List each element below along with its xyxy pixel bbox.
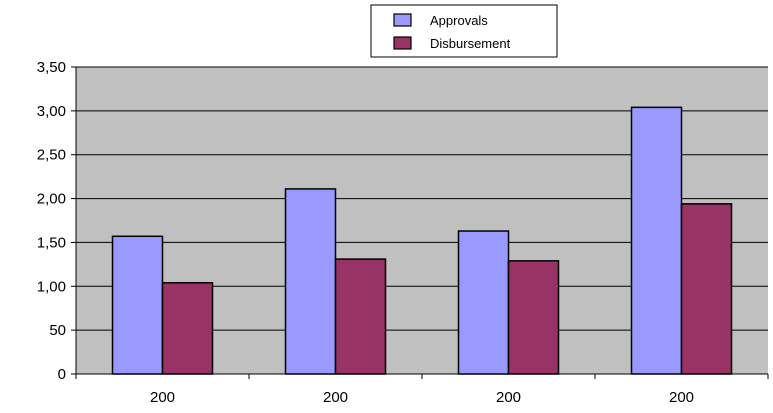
- x-axis-ticks: 200 200 200 200: [75, 374, 769, 406]
- x-tick-label: 200: [150, 389, 175, 406]
- bar-approvals: [457, 230, 510, 375]
- bar-disbursement: [161, 282, 214, 375]
- legend-label-approvals: Approvals: [430, 13, 488, 28]
- bar-approvals: [111, 235, 164, 375]
- y-tick-label: 0: [58, 366, 66, 383]
- legend-swatch-disbursement: [393, 36, 412, 50]
- legend-swatch-approvals: [393, 13, 412, 27]
- bar-disbursement: [680, 203, 733, 375]
- y-tick-label: 50: [49, 322, 66, 339]
- y-tick-label: 3,00: [37, 103, 66, 120]
- bar-approvals: [284, 188, 337, 375]
- y-tick-label: 2,00: [37, 191, 66, 208]
- y-tick-label: 2,50: [37, 147, 66, 164]
- y-tick-label: 1,00: [37, 278, 66, 295]
- bar-disbursement: [507, 260, 560, 375]
- y-axis-ticks: 0 50 1,00 1,50 2,00 2,50 3,00 3,50: [37, 59, 76, 383]
- x-tick-label: 200: [669, 389, 694, 406]
- y-tick-label: 1,50: [37, 234, 66, 251]
- x-tick-label: 200: [323, 389, 348, 406]
- legend-label-disbursement: Disbursement: [430, 36, 511, 51]
- legend: Approvals Disbursement: [370, 4, 558, 58]
- x-tick-label: 200: [496, 389, 521, 406]
- bar-approvals: [630, 106, 683, 375]
- y-tick-label: 3,50: [37, 59, 66, 76]
- bar-disbursement: [334, 258, 387, 375]
